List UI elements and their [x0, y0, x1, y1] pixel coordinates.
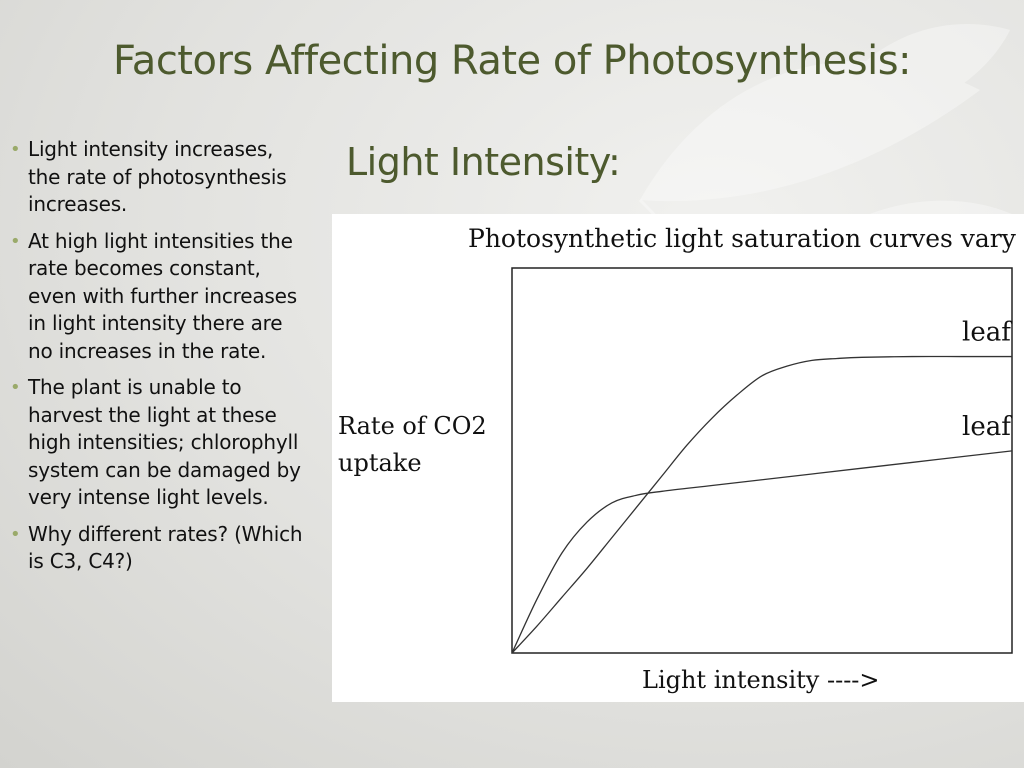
chart-panel: Photosynthetic light saturation curves v… — [332, 214, 1024, 702]
bullet-list: • Light intensity increases, the rate of … — [10, 136, 310, 585]
bullet-text: Light intensity increases, the rate of p… — [28, 137, 287, 216]
bullet-item: • The plant is unable to harvest the ligh… — [10, 374, 310, 512]
series-line-2 — [511, 450, 1013, 654]
bullet-item: • Why different rates? (Which is C3, C4?) — [10, 521, 310, 576]
bullet-dot-icon: • — [10, 230, 21, 252]
series-line-1 — [511, 355, 1012, 654]
series-layer: leaf leaf — [511, 318, 1013, 654]
bullet-item: • At high light intensities the rate beco… — [10, 228, 310, 366]
series-label-1: leaf — [962, 318, 1013, 348]
plot-frame — [511, 267, 1013, 654]
bullet-text: At high light intensities the rate becom… — [28, 228, 297, 363]
y-axis-label-line: uptake — [338, 449, 422, 477]
series-label-2: leaf — [962, 412, 1013, 442]
light-saturation-chart: Photosynthetic light saturation curves v… — [338, 224, 1017, 694]
slide-title: Factors Affecting Rate of Photosynthesis… — [112, 38, 912, 84]
y-axis-label-line: Rate of CO2 — [338, 412, 487, 440]
bullet-text: The plant is unable to harvest the light… — [28, 375, 301, 509]
chart-title: Photosynthetic light saturation curves v… — [468, 224, 1017, 253]
bullet-dot-icon: • — [10, 523, 21, 545]
bullet-dot-icon: • — [10, 139, 21, 160]
bullet-dot-icon: • — [10, 377, 21, 398]
x-axis-label: Light intensity ----> — [642, 666, 880, 694]
y-axis-label: Rate of CO2 uptake — [338, 412, 494, 477]
bullet-item: • Light intensity increases, the rate of … — [10, 136, 310, 219]
section-subtitle: Light Intensity: — [346, 140, 621, 184]
bullet-text: Why different rates? (Which is C3, C4?) — [28, 521, 303, 574]
